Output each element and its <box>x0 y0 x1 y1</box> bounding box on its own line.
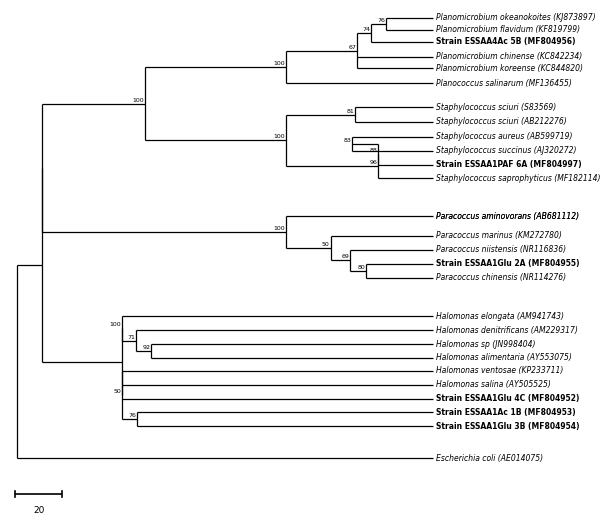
Text: Staphylococcus aureus (AB599719): Staphylococcus aureus (AB599719) <box>436 132 572 141</box>
Text: Staphylococcus sciuri (S83569): Staphylococcus sciuri (S83569) <box>436 103 556 111</box>
Text: 88: 88 <box>370 148 377 153</box>
Text: Paracoccus marinus (KM272780): Paracoccus marinus (KM272780) <box>436 232 562 240</box>
Text: Paracoccus aminovorans (AB681112): Paracoccus aminovorans (AB681112) <box>436 212 579 221</box>
Text: Strain ESSAA1PAF 6A (MF804997): Strain ESSAA1PAF 6A (MF804997) <box>436 160 581 169</box>
Text: Planococcus salinarum (MF136455): Planococcus salinarum (MF136455) <box>436 79 571 88</box>
Text: Halomonas denitrificans (AM229317): Halomonas denitrificans (AM229317) <box>436 326 577 335</box>
Text: 100: 100 <box>133 98 145 103</box>
Text: 83: 83 <box>344 138 352 143</box>
Text: Planomicrobium koreense (KC844820): Planomicrobium koreense (KC844820) <box>436 64 583 73</box>
Text: Paracoccus niistensis (NR116836): Paracoccus niistensis (NR116836) <box>436 246 566 254</box>
Text: Staphylococcus saprophyticus (MF182114): Staphylococcus saprophyticus (MF182114) <box>436 174 600 183</box>
Text: 69: 69 <box>341 254 349 259</box>
Text: Strain ESSAA1Glu 4C (MF804952): Strain ESSAA1Glu 4C (MF804952) <box>436 394 579 403</box>
Text: 50: 50 <box>113 389 121 394</box>
Text: 100: 100 <box>110 322 121 328</box>
Text: 20: 20 <box>33 506 44 514</box>
Text: Planomicrobium chinense (KC842234): Planomicrobium chinense (KC842234) <box>436 52 582 61</box>
Text: Planomicrobium okeanokoites (KJ873897): Planomicrobium okeanokoites (KJ873897) <box>436 13 595 22</box>
Text: Halomonas ventosae (KP233711): Halomonas ventosae (KP233711) <box>436 366 563 375</box>
Text: 74: 74 <box>362 27 370 31</box>
Text: Halomonas salina (AY505525): Halomonas salina (AY505525) <box>436 380 550 389</box>
Text: Staphylococcus sciuri (AB212276): Staphylococcus sciuri (AB212276) <box>436 118 566 126</box>
Text: Staphylococcus succinus (AJ320272): Staphylococcus succinus (AJ320272) <box>436 146 576 155</box>
Text: 92: 92 <box>143 345 151 350</box>
Text: 76: 76 <box>129 413 137 418</box>
Text: 80: 80 <box>358 265 365 270</box>
Text: 100: 100 <box>274 135 285 139</box>
Text: Paracoccus aminovorans (AB681112): Paracoccus aminovorans (AB681112) <box>436 212 579 221</box>
Text: Planomicrobium flavidum (KF819799): Planomicrobium flavidum (KF819799) <box>436 25 580 34</box>
Text: Paracoccus chinensis (NR114276): Paracoccus chinensis (NR114276) <box>436 273 566 282</box>
Text: 96: 96 <box>370 160 377 165</box>
Text: 100: 100 <box>274 226 285 231</box>
Text: 81: 81 <box>347 108 355 114</box>
Text: Strain ESSAA4Ac 5B (MF804956): Strain ESSAA4Ac 5B (MF804956) <box>436 37 575 46</box>
Text: Halomonas elongata (AM941743): Halomonas elongata (AM941743) <box>436 312 563 321</box>
Text: Strain ESSAA1Glu 3B (MF804954): Strain ESSAA1Glu 3B (MF804954) <box>436 422 579 431</box>
Text: Escherichia coli (AE014075): Escherichia coli (AE014075) <box>436 454 543 462</box>
Text: Halomonas sp (JN998404): Halomonas sp (JN998404) <box>436 340 535 348</box>
Text: 67: 67 <box>348 44 356 50</box>
Text: 76: 76 <box>377 18 385 23</box>
Text: Strain ESSAA1Glu 2A (MF804955): Strain ESSAA1Glu 2A (MF804955) <box>436 259 579 268</box>
Text: Halomonas alimentaria (AY553075): Halomonas alimentaria (AY553075) <box>436 353 571 362</box>
Text: 100: 100 <box>274 61 285 66</box>
Text: Strain ESSAA1Ac 1B (MF804953): Strain ESSAA1Ac 1B (MF804953) <box>436 408 575 417</box>
Text: 71: 71 <box>127 334 135 340</box>
Text: 50: 50 <box>322 242 330 247</box>
